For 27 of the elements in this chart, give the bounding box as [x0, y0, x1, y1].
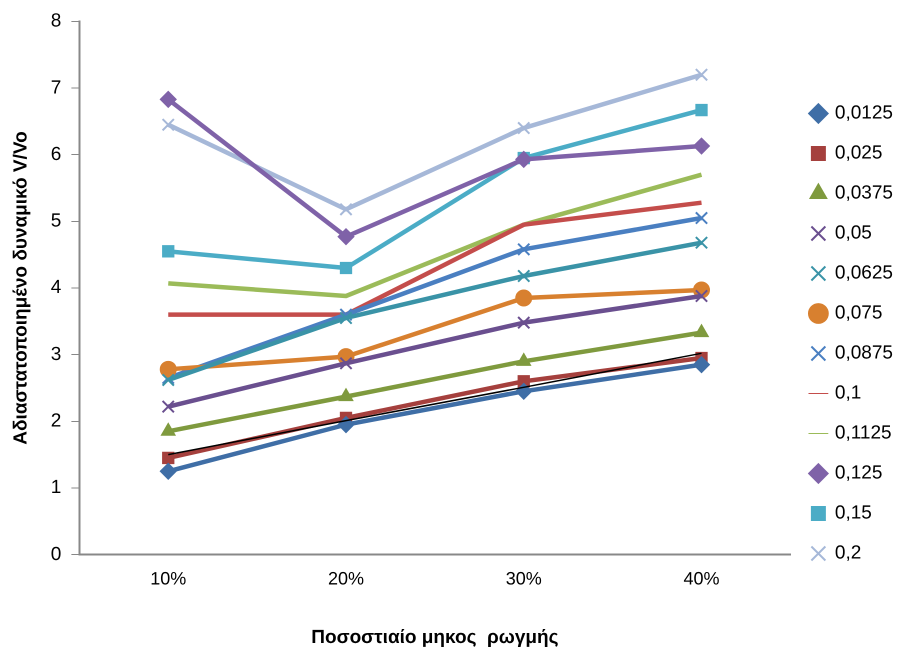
- y-tick-label: 1: [50, 477, 62, 498]
- legend-label: 0,025: [834, 142, 882, 164]
- x-tick-label: 40%: [683, 568, 720, 588]
- y-tick-label: 3: [50, 344, 62, 365]
- legend-label: 0,1125: [834, 422, 892, 444]
- y-tick-label: 5: [50, 210, 62, 232]
- x-tick-label: 20%: [328, 568, 364, 588]
- y-tick-label: 8: [50, 10, 62, 32]
- y-tick-label: 4: [50, 277, 62, 298]
- legend-label: 0,075: [834, 302, 882, 324]
- legend-label: 0,05: [834, 222, 872, 244]
- x-tick-label: 10%: [150, 568, 186, 588]
- y-tick-label: 7: [50, 77, 62, 98]
- y-tick-label: 0: [50, 544, 62, 565]
- y-tick-label: 2: [50, 410, 62, 432]
- legend-label: 0,15: [834, 502, 872, 524]
- legend-label: 0,0125: [834, 102, 894, 124]
- y-axis-title: Αδιαστατοποιημένο δυναμικό V/Vo: [10, 131, 32, 445]
- y-tick-label: 6: [50, 144, 62, 165]
- legend-label: 0,1: [834, 382, 862, 404]
- x-axis-title: Ποσοστιαίο μηκος ρωγμής: [311, 626, 559, 648]
- legend-label: 0,2: [834, 542, 862, 564]
- legend-label: 0,0875: [834, 342, 894, 364]
- legend-label: 0,0375: [834, 182, 894, 204]
- legend-label: 0,0625: [834, 262, 894, 284]
- x-tick-label: 30%: [506, 568, 542, 588]
- legend-label: 0,125: [834, 462, 882, 484]
